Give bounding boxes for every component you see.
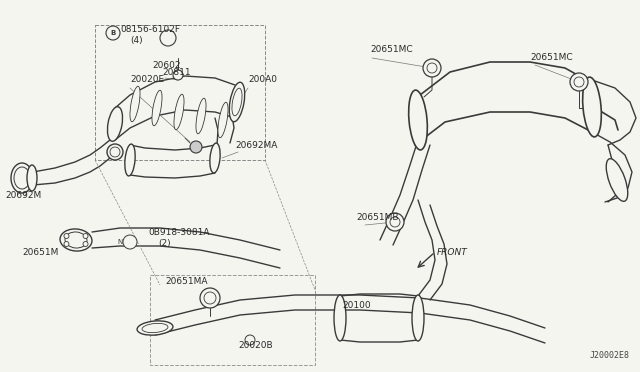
- Text: 20651MC: 20651MC: [530, 53, 573, 62]
- Circle shape: [423, 59, 441, 77]
- Circle shape: [83, 241, 88, 247]
- Text: (4): (4): [130, 36, 143, 45]
- Ellipse shape: [218, 102, 228, 138]
- Ellipse shape: [232, 88, 242, 116]
- Text: 20651MA: 20651MA: [165, 277, 207, 286]
- Circle shape: [190, 141, 202, 153]
- Circle shape: [427, 63, 437, 73]
- Ellipse shape: [210, 143, 220, 173]
- Text: 200A0: 200A0: [248, 75, 277, 84]
- Ellipse shape: [65, 232, 87, 248]
- Ellipse shape: [60, 229, 92, 251]
- Text: 20692MA: 20692MA: [235, 141, 277, 150]
- Ellipse shape: [606, 159, 628, 201]
- Ellipse shape: [27, 165, 37, 191]
- Circle shape: [106, 26, 120, 40]
- Text: 20020B: 20020B: [238, 341, 273, 350]
- Circle shape: [245, 335, 255, 345]
- Text: N: N: [117, 239, 123, 245]
- Ellipse shape: [174, 94, 184, 130]
- Text: B: B: [110, 30, 116, 36]
- Circle shape: [83, 234, 88, 238]
- Ellipse shape: [14, 167, 30, 189]
- Circle shape: [386, 213, 404, 231]
- Ellipse shape: [334, 295, 346, 341]
- Text: 20602: 20602: [152, 61, 180, 70]
- Ellipse shape: [130, 86, 140, 122]
- Text: 08156-6102F: 08156-6102F: [120, 25, 180, 34]
- Circle shape: [160, 30, 176, 46]
- Text: 20020E: 20020E: [130, 75, 164, 84]
- Ellipse shape: [582, 77, 602, 137]
- Circle shape: [390, 217, 400, 227]
- Circle shape: [200, 288, 220, 308]
- Circle shape: [110, 147, 120, 157]
- Ellipse shape: [229, 82, 244, 122]
- Circle shape: [173, 70, 183, 80]
- Ellipse shape: [152, 90, 162, 126]
- Ellipse shape: [196, 98, 206, 134]
- Circle shape: [204, 292, 216, 304]
- Circle shape: [64, 234, 69, 238]
- Circle shape: [574, 77, 584, 87]
- Text: (2): (2): [158, 239, 171, 248]
- Text: FRONT: FRONT: [437, 248, 468, 257]
- Text: 20651MB: 20651MB: [356, 213, 399, 222]
- Text: 20100: 20100: [342, 301, 371, 310]
- Ellipse shape: [137, 321, 173, 335]
- Ellipse shape: [409, 90, 428, 150]
- Text: 20811: 20811: [162, 68, 191, 77]
- Circle shape: [570, 73, 588, 91]
- Circle shape: [107, 144, 123, 160]
- Text: J20002E8: J20002E8: [590, 351, 630, 360]
- Ellipse shape: [108, 107, 122, 141]
- Text: 20651MC: 20651MC: [370, 45, 413, 54]
- Ellipse shape: [142, 323, 168, 333]
- Circle shape: [123, 235, 137, 249]
- Ellipse shape: [11, 163, 33, 193]
- Ellipse shape: [125, 144, 135, 176]
- Ellipse shape: [412, 295, 424, 341]
- Circle shape: [64, 241, 69, 247]
- Text: 20651M: 20651M: [22, 248, 58, 257]
- Text: 20692M: 20692M: [5, 191, 41, 200]
- Text: 0B918-3081A: 0B918-3081A: [148, 228, 209, 237]
